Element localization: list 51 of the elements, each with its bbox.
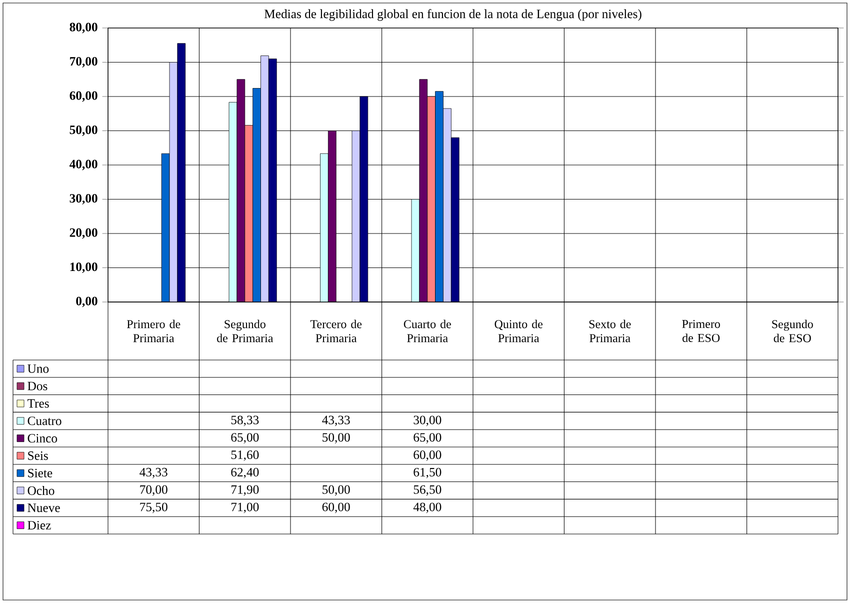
chart-title: Medias de legibilidad global en funcion de la nota de Lengua (por niveles) — [264, 9, 642, 21]
data-label: 71,90 — [231, 485, 259, 496]
y-tick-label: 0,00 — [76, 296, 98, 308]
data-label: 71,00 — [231, 502, 259, 514]
legend-label: Dos — [28, 382, 48, 390]
legend-label: Nueve — [28, 504, 60, 512]
data-label: 60,00 — [322, 502, 350, 514]
data-label: 50,00 — [322, 485, 350, 496]
data-label: 61,50 — [414, 468, 442, 478]
data-label: 65,00 — [231, 433, 259, 444]
legend-label: Cinco — [28, 434, 58, 443]
bar — [320, 153, 328, 302]
data-label: 43,33 — [322, 416, 350, 426]
data-label: 65,00 — [414, 433, 442, 444]
x-tick-label: Cuarto de Primaria — [404, 320, 451, 342]
data-label: 50,00 — [322, 433, 350, 444]
bar — [244, 125, 254, 302]
data-label: 75,50 — [140, 502, 168, 514]
y-tick-label: 70,00 — [70, 57, 98, 68]
legend-label: Diez — [28, 521, 51, 530]
x-tick-label: Sexto de Primaria — [589, 320, 631, 342]
bar — [328, 130, 336, 302]
x-tick-label: Quinto de Primaria — [494, 320, 543, 342]
data-label: 62,40 — [231, 468, 259, 478]
legend-label: Cuatro — [28, 416, 62, 426]
data-label: 48,00 — [413, 502, 442, 514]
legend-label: Tres — [28, 399, 49, 408]
data-label: 51,60 — [231, 450, 259, 461]
y-tick-label: 40,00 — [69, 160, 98, 170]
y-tick-label: 10,00 — [70, 262, 98, 273]
data-label: 60,00 — [414, 450, 442, 461]
y-tick-label: 30,00 — [70, 194, 98, 204]
data-label: 56,50 — [414, 485, 442, 496]
y-tick-label: 20,00 — [70, 228, 98, 239]
bar — [427, 96, 436, 302]
x-tick-label: Segundo de Primaria — [217, 320, 274, 342]
y-tick-label: 80,00 — [70, 22, 98, 34]
x-tick-label: Tercero de Primaria — [310, 320, 362, 342]
data-label: 58,33 — [231, 416, 259, 426]
y-tick-label: 60,00 — [70, 91, 98, 102]
legend-label: Seis — [28, 451, 48, 460]
x-tick-label: Primero de Primaria — [126, 320, 180, 342]
x-tick-label: Primero de ESO — [682, 320, 720, 342]
x-tick-label: Segundo de ESO — [772, 320, 813, 342]
data-label: 30,00 — [414, 416, 442, 426]
data-label: 70,00 — [140, 485, 168, 496]
y-tick-label: 50,00 — [70, 126, 98, 136]
legend-label: Siete — [28, 468, 52, 478]
legend-label: Uno — [28, 364, 49, 373]
legend-label: Ocho — [28, 486, 54, 495]
data-label: 43,33 — [140, 468, 168, 478]
